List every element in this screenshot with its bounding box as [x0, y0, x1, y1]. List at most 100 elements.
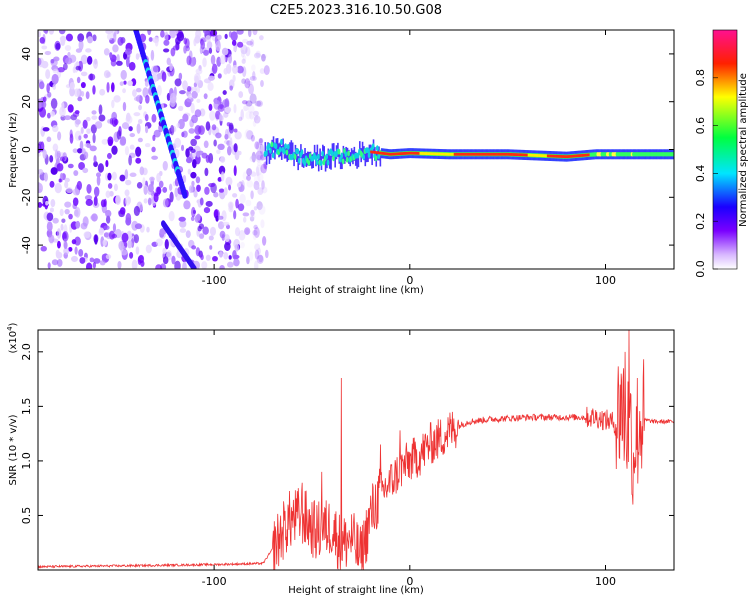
ridge-peak — [426, 152, 428, 156]
spectrogram-panel: -100 0 100 -40 -20 0 20 40 Height of straight … — [8, 29, 675, 296]
noise-speckle — [120, 69, 127, 80]
ridge-peak — [541, 154, 544, 158]
snr-multiplier-label: (x104) — [6, 322, 19, 353]
noise-speckle — [71, 239, 77, 245]
noise-speckle — [162, 186, 168, 193]
noise-speckle — [236, 182, 241, 188]
noise-speckle — [256, 100, 263, 108]
noise-speckle — [113, 118, 119, 126]
noise-speckle — [203, 49, 209, 56]
noise-speckle — [57, 131, 62, 141]
noise-speckle — [48, 234, 55, 244]
noise-speckle — [154, 37, 159, 47]
colorbar-ticks: 0.0 0.2 0.4 0.6 0.8 — [694, 69, 718, 278]
noise-speckle — [124, 146, 130, 156]
noise-speckle — [93, 186, 100, 197]
noise-speckle — [93, 161, 98, 168]
noise-speckle — [135, 146, 142, 157]
noise-speckle — [254, 141, 260, 150]
noise-speckle — [257, 172, 264, 182]
ridge-band — [272, 136, 275, 151]
ridge-peak — [530, 153, 533, 157]
noise-speckle — [56, 162, 64, 172]
noise-speckle — [77, 33, 85, 43]
figure-title: C2E5.2023.316.10.50.G08 — [270, 3, 442, 18]
noise-speckle — [105, 254, 112, 260]
ridge-peak — [412, 151, 415, 155]
y-tick-label: 40 — [20, 47, 33, 61]
snr-panel: -100 0 100 0.5 1.0 1.5 2.0 Height of straight… — [6, 322, 675, 596]
spectrogram-y-axis-label: Frequency (Hz) — [8, 112, 19, 188]
noise-speckle — [125, 115, 133, 124]
noise-speckle — [172, 45, 180, 51]
ridge-peak — [419, 151, 422, 155]
ridge-band — [342, 145, 345, 160]
noise-speckle — [52, 125, 59, 133]
ridge-core — [282, 148, 286, 155]
ridge-peak — [411, 151, 413, 155]
noise-speckle — [250, 171, 257, 177]
ridge-peak — [405, 151, 408, 155]
x-tick-label: -100 — [202, 575, 227, 588]
noise-speckle — [237, 150, 242, 156]
ridge-peak — [429, 152, 431, 156]
ridge-peak — [446, 152, 449, 156]
noise-speckle — [77, 96, 83, 102]
noise-speckle — [156, 85, 162, 96]
noise-speckle — [47, 91, 52, 98]
ridge-peak — [483, 152, 486, 156]
ridge-band — [359, 141, 361, 156]
noise-speckle — [46, 83, 50, 94]
ridge-band — [297, 156, 299, 171]
noise-speckle — [151, 155, 159, 160]
noise-speckle — [185, 148, 190, 158]
ridge-core — [332, 155, 335, 162]
ridge-peak — [534, 153, 537, 157]
ridge-peak — [555, 154, 557, 158]
noise-speckle — [260, 53, 268, 59]
noise-speckle — [80, 54, 88, 65]
noise-speckle — [168, 210, 175, 222]
noise-speckle — [236, 30, 244, 35]
noise-speckle — [260, 79, 264, 88]
noise-speckle — [103, 48, 110, 56]
noise-speckle — [124, 195, 131, 206]
ridge-band — [264, 142, 267, 157]
ridge-peak — [509, 152, 512, 156]
noise-speckle — [92, 262, 97, 269]
ridge-peak — [497, 152, 500, 156]
noise-speckle — [93, 155, 97, 163]
noise-speckle — [207, 82, 214, 91]
noise-speckle — [116, 130, 122, 140]
noise-speckle — [139, 166, 145, 176]
ridge-core — [374, 155, 378, 162]
snr-x-ticks: -100 0 100 — [202, 330, 616, 588]
ridge-peak — [581, 154, 583, 157]
noise-speckle — [111, 99, 115, 109]
noise-speckle — [122, 101, 127, 112]
ridge-band — [276, 138, 279, 153]
ridge-peak — [385, 152, 387, 156]
noise-speckle — [252, 30, 258, 36]
noise-speckle — [64, 45, 72, 52]
ridge-band — [363, 146, 365, 161]
ridge-core — [307, 159, 311, 166]
noise-speckle — [186, 97, 194, 103]
noise-speckle — [44, 50, 52, 56]
noise-speckle — [111, 145, 118, 155]
noise-speckle — [185, 230, 191, 238]
noise-speckle — [245, 228, 250, 236]
ridge-peak — [442, 152, 445, 156]
noise-speckle — [190, 102, 195, 114]
ridge-core — [375, 145, 379, 152]
noise-speckle — [80, 71, 88, 77]
noise-speckle-layer — [38, 30, 270, 269]
noise-speckle — [129, 172, 137, 177]
noise-speckle — [228, 255, 232, 260]
noise-speckle — [93, 196, 98, 207]
noise-speckle — [201, 261, 208, 269]
ridge-band — [308, 151, 310, 166]
ridge-band — [280, 145, 283, 160]
snr-x-axis-label: Height of straight line (km) — [288, 585, 424, 596]
